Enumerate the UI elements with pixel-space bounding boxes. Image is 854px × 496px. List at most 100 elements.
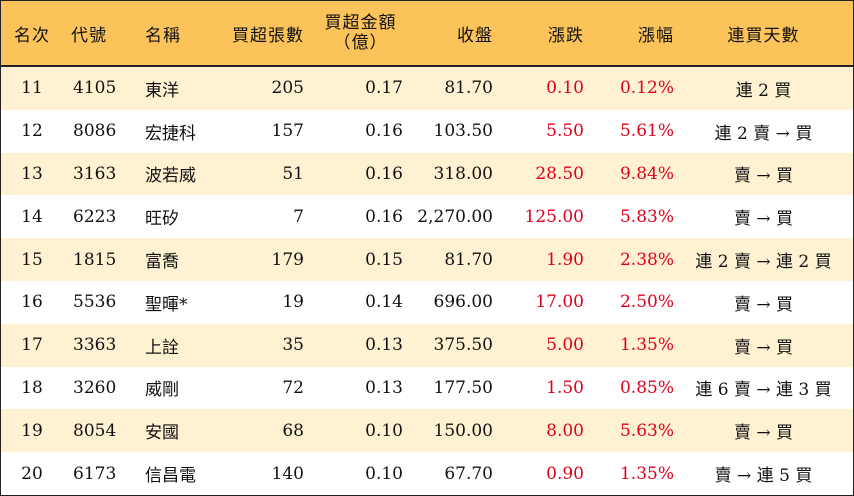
- cell-code: 3163: [73, 163, 117, 184]
- cell-code: 6223: [73, 206, 117, 227]
- cell-rank: 18: [21, 377, 43, 398]
- cell-name: 波若威: [145, 166, 196, 187]
- cell-net-buy-amount: 0.15: [365, 249, 403, 270]
- cell-net-buy-amount: 0.16: [365, 206, 403, 227]
- header-change: 漲跌: [548, 25, 584, 46]
- cell-name: 宏捷科: [145, 123, 196, 144]
- cell-net-buy-lots: 35: [282, 335, 304, 356]
- cell-change-pct: 0.12%: [619, 78, 674, 99]
- cell-name: 聖暉*: [145, 294, 188, 315]
- cell-change-pct: 2.50%: [619, 292, 674, 313]
- cell-close: 81.70: [444, 78, 493, 99]
- cell-close: 375.50: [433, 335, 493, 356]
- table-row: 14 6223 旺矽 7 0.16 2,270.00 125.00 5.83% 賣 → 買: [1, 195, 853, 239]
- cell-close: 318.00: [433, 163, 493, 184]
- cell-consecutive-days: 連 2 買: [735, 80, 792, 101]
- cell-change-pct: 1.35%: [619, 463, 674, 484]
- cell-change-pct: 2.38%: [619, 249, 674, 270]
- cell-rank: 11: [21, 78, 43, 99]
- cell-consecutive-days: 賣 → 連 5 買: [714, 466, 813, 487]
- cell-change: 17.00: [535, 292, 584, 313]
- cell-net-buy-amount: 0.16: [365, 121, 403, 142]
- cell-change-pct: 0.85%: [619, 377, 674, 398]
- cell-code: 8054: [73, 420, 117, 441]
- table-row: 16 5536 聖暉* 19 0.14 696.00 17.00 2.50% 賣 → 買: [1, 281, 853, 324]
- table-row: 20 6173 信昌電 140 0.10 67.70 0.90 1.35% 賣 → 連 5 買: [1, 452, 853, 495]
- cell-change: 1.90: [546, 249, 584, 270]
- table-row: 12 8086 宏捷科 157 0.16 103.50 5.50 5.61% 連 2 賣 → 買: [1, 109, 853, 153]
- cell-name: 旺矽: [145, 209, 179, 230]
- cell-code: 3260: [73, 377, 117, 398]
- table-row: 13 3163 波若威 51 0.16 318.00 28.50 9.84% 賣 → 買: [1, 152, 853, 196]
- cell-net-buy-lots: 157: [271, 121, 304, 142]
- cell-change: 1.50: [546, 377, 584, 398]
- header-net-buy-amount-line2: （億）: [333, 33, 388, 53]
- cell-close: 696.00: [433, 292, 493, 313]
- header-rank: 名次: [14, 25, 50, 46]
- header-net-buy-amount: 買超金額 （億）: [304, 13, 403, 53]
- cell-rank: 17: [21, 335, 43, 356]
- cell-name: 威剛: [145, 380, 179, 401]
- header-net-buy-lots: 買超張數: [232, 25, 304, 46]
- cell-close: 103.50: [433, 121, 493, 142]
- cell-net-buy-lots: 51: [282, 163, 304, 184]
- header-change-pct: 漲幅: [638, 25, 674, 46]
- cell-net-buy-amount: 0.17: [365, 78, 403, 99]
- cell-close: 81.70: [444, 249, 493, 270]
- cell-change-pct: 9.84%: [619, 163, 674, 184]
- cell-net-buy-amount: 0.14: [365, 292, 403, 313]
- cell-change: 8.00: [546, 420, 584, 441]
- cell-rank: 12: [21, 121, 43, 142]
- cell-consecutive-days: 賣 → 買: [733, 209, 794, 230]
- cell-name: 上詮: [145, 337, 179, 358]
- cell-code: 1815: [73, 249, 117, 270]
- header-close: 收盤: [457, 25, 493, 46]
- cell-net-buy-lots: 140: [271, 463, 304, 484]
- cell-net-buy-lots: 72: [282, 377, 304, 398]
- cell-net-buy-amount: 0.13: [365, 335, 403, 356]
- cell-net-buy-lots: 205: [271, 78, 304, 99]
- cell-name: 安國: [145, 423, 179, 444]
- cell-consecutive-days: 連 2 賣 → 連 2 買: [695, 252, 832, 273]
- cell-net-buy-lots: 179: [271, 249, 304, 270]
- cell-rank: 13: [21, 163, 43, 184]
- cell-name: 富喬: [145, 252, 179, 273]
- cell-close: 2,270.00: [417, 206, 493, 227]
- header-code: 代號: [71, 25, 107, 46]
- cell-consecutive-days: 賣 → 買: [733, 294, 794, 315]
- cell-change-pct: 5.61%: [619, 121, 674, 142]
- cell-net-buy-amount: 0.16: [365, 163, 403, 184]
- cell-code: 5536: [73, 292, 117, 313]
- header-net-buy-amount-line1: 買超金額: [324, 13, 397, 33]
- cell-consecutive-days: 賣 → 買: [733, 337, 794, 358]
- cell-rank: 20: [21, 463, 43, 484]
- cell-change: 5.50: [546, 121, 584, 142]
- cell-change-pct: 5.63%: [619, 420, 674, 441]
- table-row: 18 3260 威剛 72 0.13 177.50 1.50 0.85% 連 6 賣 → 連 3…: [1, 366, 853, 410]
- cell-close: 150.00: [433, 420, 493, 441]
- header-consecutive-days: 連買天數: [727, 25, 800, 46]
- cell-rank: 14: [21, 206, 43, 227]
- cell-change: 28.50: [535, 163, 584, 184]
- cell-net-buy-amount: 0.10: [365, 420, 403, 441]
- cell-code: 4105: [73, 78, 117, 99]
- cell-net-buy-lots: 68: [282, 420, 304, 441]
- cell-consecutive-days: 連 2 賣 → 買: [714, 123, 813, 144]
- cell-consecutive-days: 賣 → 買: [733, 423, 794, 444]
- table-row: 17 3363 上詮 35 0.13 375.50 5.00 1.35% 賣 → 買: [1, 323, 853, 367]
- cell-consecutive-days: 賣 → 買: [733, 166, 794, 187]
- cell-name: 信昌電: [145, 466, 196, 487]
- cell-rank: 16: [21, 292, 43, 313]
- cell-change: 0.90: [546, 463, 584, 484]
- cell-name: 東洋: [145, 80, 179, 101]
- cell-change-pct: 5.83%: [619, 206, 674, 227]
- cell-change: 5.00: [546, 335, 584, 356]
- table-row: 15 1815 富喬 179 0.15 81.70 1.90 2.38% 連 2 賣 → 連 2…: [1, 238, 853, 281]
- cell-code: 3363: [73, 335, 117, 356]
- cell-close: 67.70: [444, 463, 493, 484]
- cell-code: 6173: [73, 463, 117, 484]
- cell-net-buy-lots: 7: [293, 206, 304, 227]
- cell-rank: 15: [21, 249, 43, 270]
- cell-change-pct: 1.35%: [619, 335, 674, 356]
